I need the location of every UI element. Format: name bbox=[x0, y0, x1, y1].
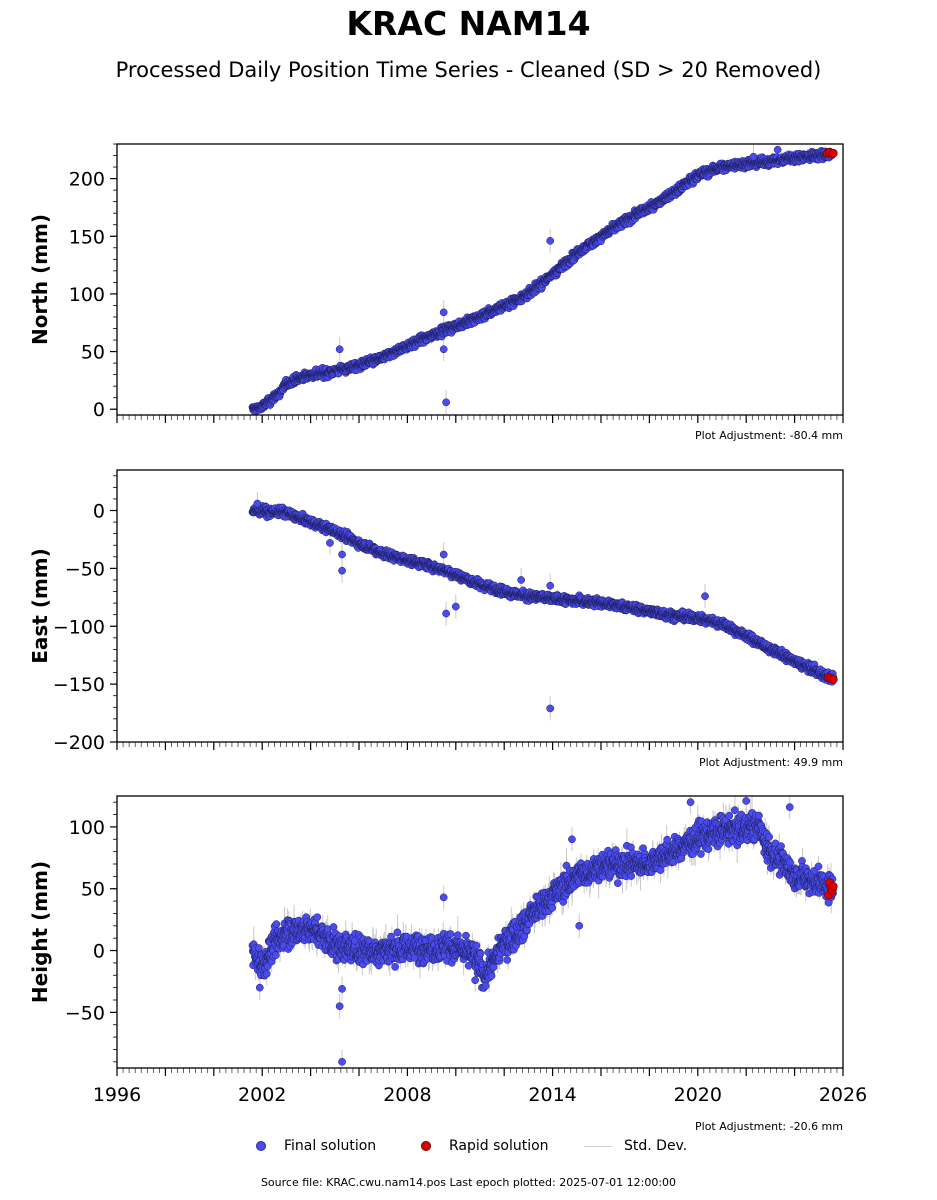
final-point bbox=[439, 345, 448, 354]
final-point bbox=[773, 145, 782, 154]
chart-subtitle: Processed Daily Position Time Series - C… bbox=[115, 58, 822, 82]
chart-title: KRAC NAM14 bbox=[346, 4, 591, 43]
plot-area-1 bbox=[248, 144, 838, 415]
y-tick-label: 0 bbox=[93, 399, 105, 421]
rapid-points-1 bbox=[822, 147, 838, 159]
y-axis-label: North (mm) bbox=[28, 214, 52, 345]
stddev-bars-2 bbox=[252, 491, 831, 721]
final-point bbox=[335, 345, 344, 354]
y-tick-label: 100 bbox=[69, 284, 105, 306]
final-points-1 bbox=[248, 145, 835, 415]
final-point bbox=[546, 237, 555, 245]
rapid-point bbox=[829, 148, 838, 158]
final-point bbox=[442, 398, 450, 407]
y-tick-label: 200 bbox=[69, 169, 105, 191]
panel-frame-1 bbox=[116, 143, 844, 416]
plot-adjustment-note: Plot Adjustment: -80.4 mm bbox=[695, 429, 843, 442]
panel-1: 0 50 100 150 200 North (mm) Plot Adjustment: -… bbox=[28, 143, 844, 442]
final-point bbox=[439, 308, 448, 317]
final-point bbox=[749, 152, 758, 161]
y-tick-label: 150 bbox=[69, 226, 105, 248]
y-tick-label: 50 bbox=[81, 342, 105, 364]
plot-area-2 bbox=[248, 491, 838, 721]
final-points-2 bbox=[248, 499, 838, 713]
